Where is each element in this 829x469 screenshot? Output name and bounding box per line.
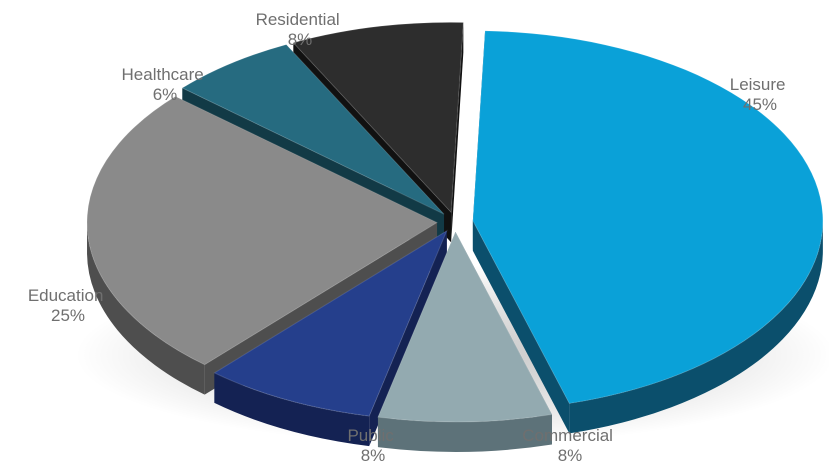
- slice-side-leisure: [569, 220, 823, 434]
- slice-side-education: [87, 222, 205, 395]
- label-education: Education 25%: [28, 286, 108, 325]
- label-public: Public 8%: [347, 426, 398, 465]
- slice-education: [86, 95, 439, 366]
- label-commercial: Commercial 8%: [522, 426, 617, 465]
- slice-wall-leisure-1: [472, 220, 570, 434]
- slice-wall-residential-1: [451, 22, 464, 243]
- label-residential: Residential 8%: [256, 10, 345, 49]
- slice-leisure: [472, 30, 824, 404]
- slice-commercial: [377, 230, 553, 423]
- slice-public: [213, 229, 448, 417]
- slice-side-commercial: [377, 414, 552, 452]
- slice-side-public: [214, 372, 370, 447]
- pie-tops: [86, 21, 824, 423]
- label-leisure: Leisure 45%: [730, 75, 791, 114]
- slice-residential: [292, 21, 464, 214]
- slice-healthcare: [181, 44, 445, 215]
- label-healthcare: Healthcare 6%: [122, 65, 209, 104]
